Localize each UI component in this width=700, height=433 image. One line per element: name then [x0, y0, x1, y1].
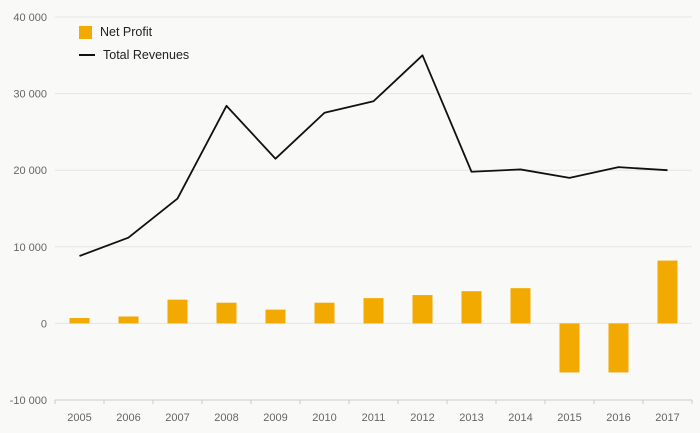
x-tick-label: 2014 — [508, 412, 532, 424]
legend-label-total-revenues: Total Revenues — [103, 48, 190, 62]
x-tick-label: 2010 — [312, 412, 336, 424]
x-tick-label: 2005 — [67, 412, 91, 424]
bar-2006 — [118, 316, 139, 324]
x-tick-label: 2011 — [362, 412, 386, 424]
bar-2010 — [314, 302, 335, 324]
bar-2017 — [657, 260, 678, 324]
y-tick-label: 10 000 — [13, 242, 47, 254]
x-tick-label: 2016 — [606, 412, 630, 424]
y-tick-label: 20 000 — [13, 165, 47, 177]
x-tick-label: 2008 — [214, 412, 238, 424]
bar-2012 — [412, 295, 433, 324]
legend-label-net-profit: Net Profit — [100, 25, 153, 39]
legend-item-net-profit: Net Profit — [79, 25, 189, 39]
y-tick-label: 0 — [41, 318, 47, 330]
bar-2009 — [265, 309, 286, 324]
bar-2013 — [461, 291, 482, 324]
bar-2011 — [363, 298, 384, 324]
x-tick-label: 2009 — [263, 412, 287, 424]
net-profit-swatch — [79, 25, 92, 39]
bar-2007 — [167, 299, 188, 324]
legend: Net Profit Total Revenues — [79, 25, 189, 62]
x-tick-label: 2013 — [459, 412, 483, 424]
x-tick-label: 2007 — [165, 412, 189, 424]
y-tick-label: -10 000 — [10, 395, 47, 407]
y-tick-label: 40 000 — [13, 12, 47, 24]
x-tick-label: 2006 — [116, 412, 140, 424]
bar-2014 — [510, 288, 531, 324]
revenue-line — [79, 54, 668, 257]
x-tick-label: 2012 — [410, 412, 434, 424]
bar-2015 — [559, 323, 580, 373]
total-revenues-swatch — [79, 54, 95, 56]
bar-2008 — [216, 302, 237, 324]
x-tick-label: 2017 — [655, 412, 679, 424]
bar-2016 — [608, 323, 629, 373]
x-tick-label: 2015 — [557, 412, 581, 424]
legend-item-total-revenues: Total Revenues — [79, 48, 189, 62]
y-tick-label: 30 000 — [13, 89, 47, 101]
bar-2005 — [69, 318, 90, 324]
